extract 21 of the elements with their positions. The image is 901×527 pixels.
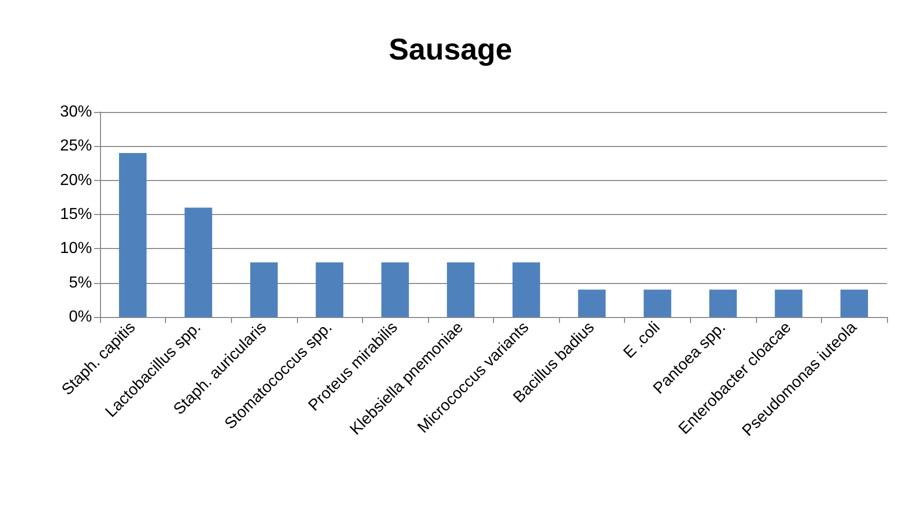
bar <box>184 208 212 317</box>
bar <box>446 262 474 317</box>
y-tick-label: 10% <box>60 240 92 258</box>
bar <box>840 290 868 317</box>
y-tick-label: 20% <box>60 172 92 189</box>
y-tick-label: 25% <box>60 138 92 155</box>
y-tick-label: 15% <box>60 206 92 223</box>
x-tick-label: E .coli <box>620 318 664 362</box>
bar <box>316 262 344 317</box>
y-tick-label: 30% <box>60 104 92 120</box>
bar <box>644 290 672 317</box>
bar <box>250 262 278 317</box>
chart-title: Sausage <box>388 34 512 66</box>
y-tick-label: 5% <box>68 274 92 292</box>
bar <box>709 290 737 317</box>
bar <box>119 153 147 317</box>
y-tick-label: 0% <box>68 308 92 326</box>
bar <box>512 262 540 317</box>
bar <box>578 290 606 317</box>
bar <box>774 290 802 317</box>
bar <box>381 262 409 317</box>
